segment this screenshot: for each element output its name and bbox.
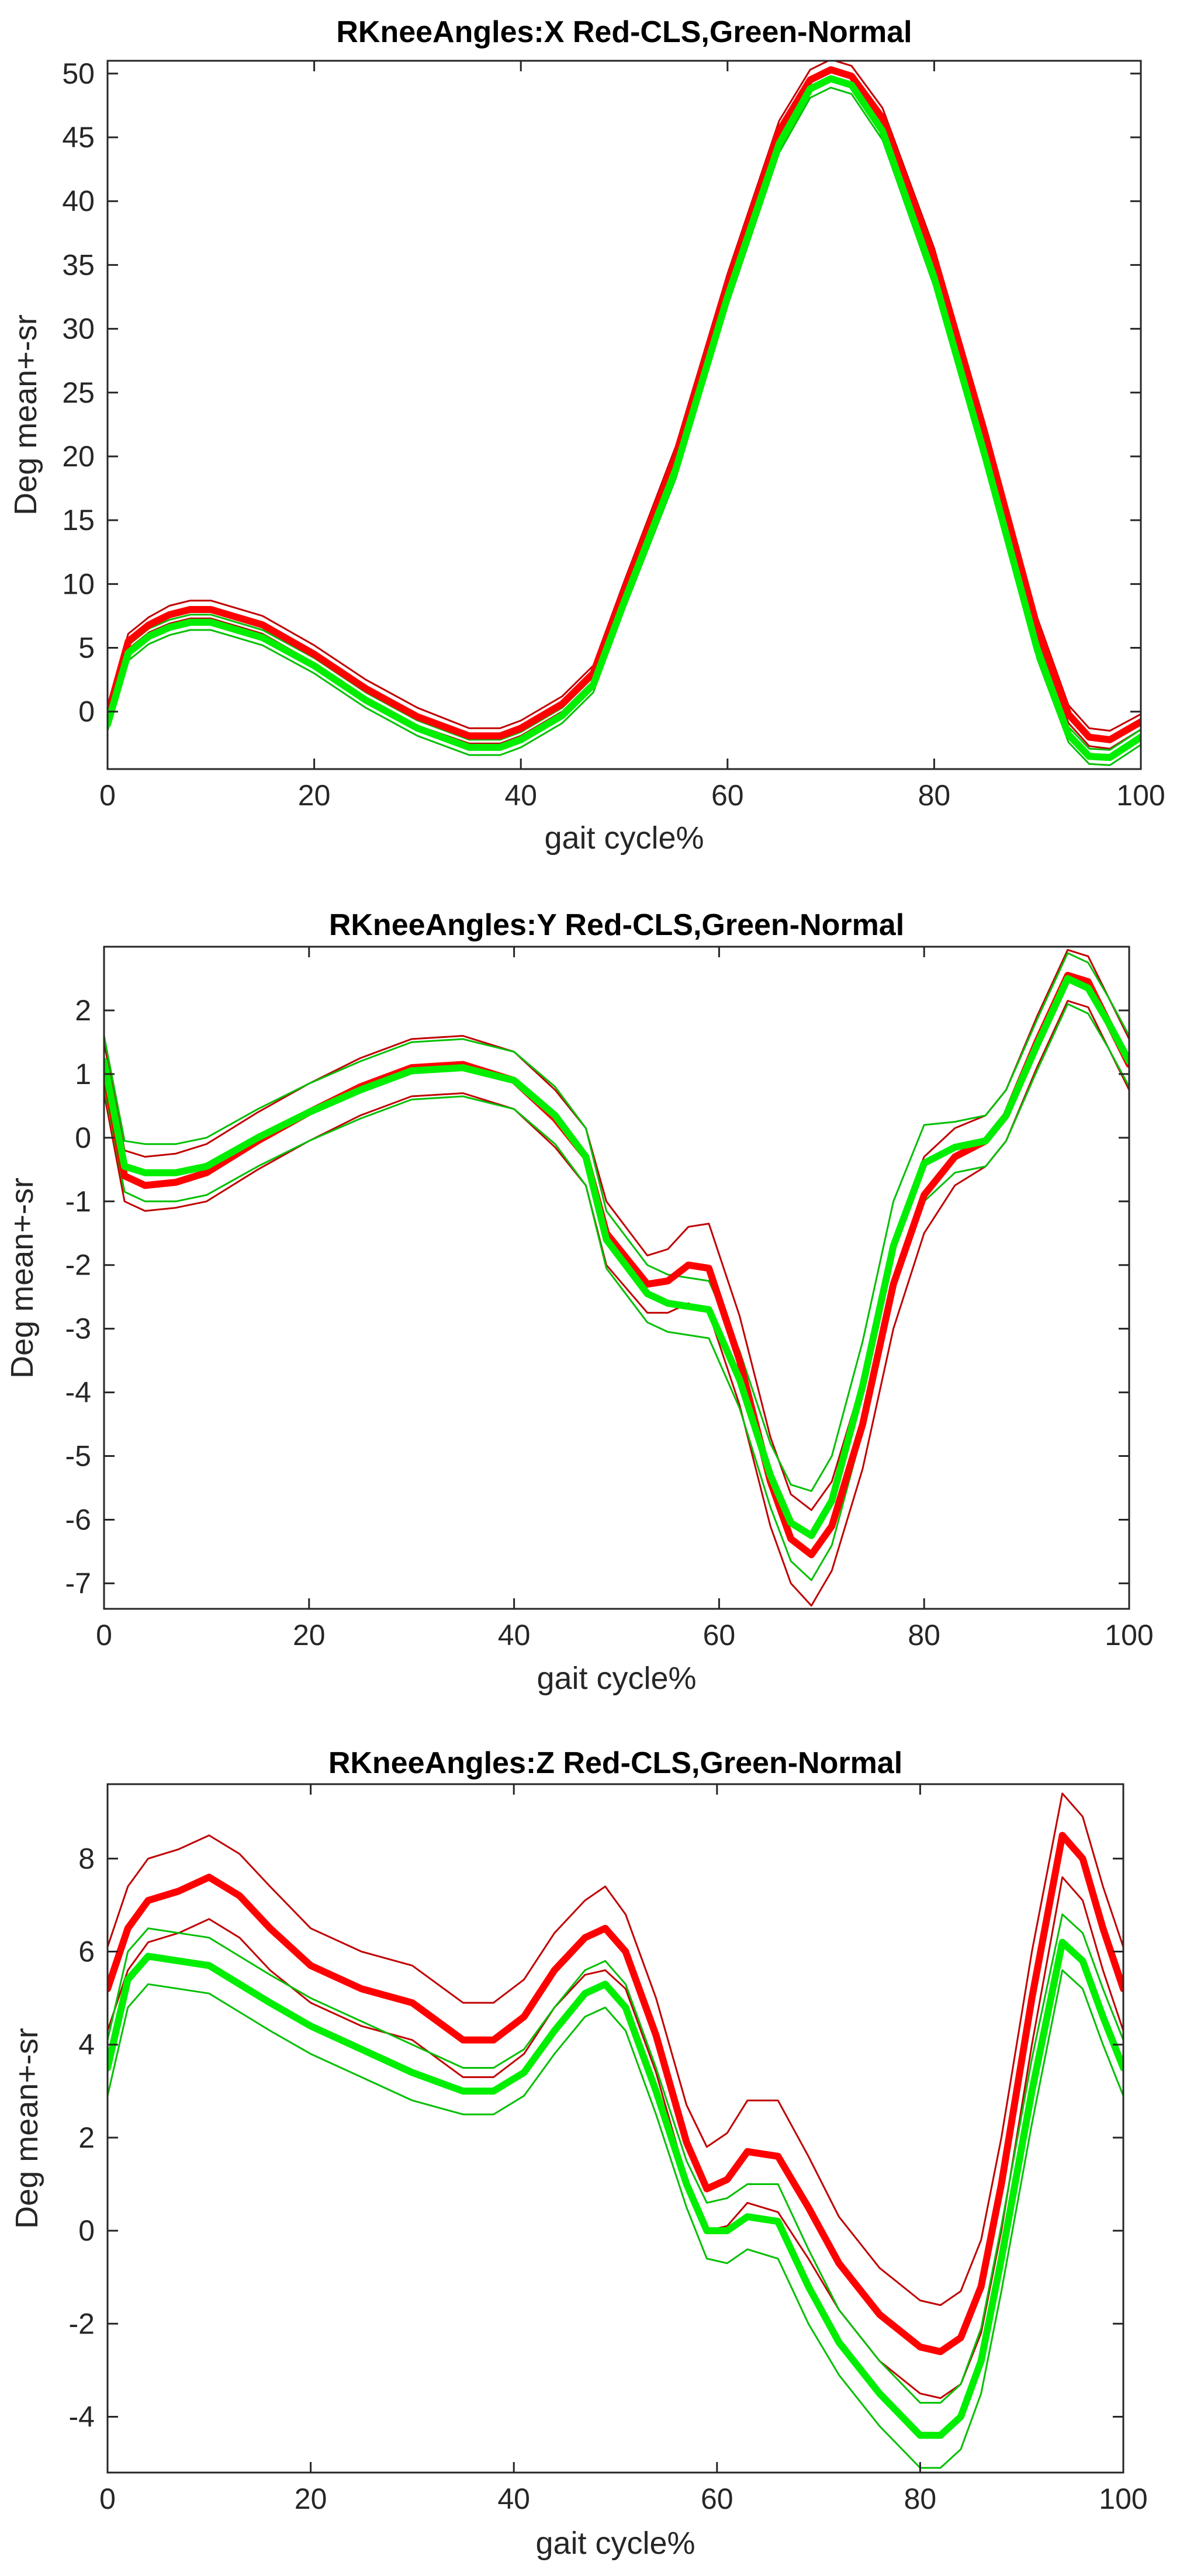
plot-area: 0 20 40 60 80 100 -4 -2 0 2 4 6 8 bbox=[69, 1783, 1148, 2515]
plot-area: 0 20 40 60 80 100 0 5 10 15 20 25 30 35 40 45 50 bbox=[62, 57, 1165, 812]
axes-box bbox=[103, 946, 1130, 1610]
x-axis-label: gait cycle% bbox=[537, 1661, 696, 1696]
x-tick-label: 20 bbox=[293, 1619, 326, 1651]
x-axis-label: gait cycle% bbox=[544, 820, 704, 856]
y-tick-label: 40 bbox=[62, 185, 95, 217]
series-layer bbox=[108, 1792, 1123, 2469]
x-tick-label: 60 bbox=[703, 1619, 736, 1651]
y-tick-label: -2 bbox=[65, 1249, 91, 1282]
y-tick-label: 2 bbox=[75, 994, 91, 1027]
axes-box bbox=[106, 60, 1142, 770]
y-tick-label: 6 bbox=[78, 1936, 95, 1968]
series-layer bbox=[104, 948, 1129, 1607]
y-axis-label: Deg mean+-sr bbox=[9, 2028, 44, 2229]
chart-title: RKneeAngles:Y Red-CLS,Green-Normal bbox=[329, 908, 904, 942]
y-tick-label: 30 bbox=[62, 313, 95, 345]
series-line-normal-minus-sr bbox=[104, 1003, 1129, 1581]
plot-area: 0 20 40 60 80 100 -7 -6 -5 -4 -3 -2 -1 0 1 2 bbox=[65, 946, 1154, 1651]
x-tick-label: 80 bbox=[918, 779, 951, 812]
y-tick-label: 8 bbox=[78, 1842, 95, 1875]
x-tick-label: 100 bbox=[1105, 1619, 1153, 1651]
y-tick-label: -1 bbox=[65, 1185, 91, 1218]
series-line-cls-minus-sr bbox=[108, 1876, 1123, 2400]
series-line-normal-plusminus-sr bbox=[108, 1913, 1123, 2404]
y-tick-label: -2 bbox=[69, 2307, 95, 2340]
series-line-normal-plusminus-sr bbox=[104, 952, 1129, 1492]
x-axis-label: gait cycle% bbox=[535, 2526, 695, 2561]
y-tick-label: 1 bbox=[75, 1058, 91, 1090]
series-line-cls-plusminus-sr bbox=[108, 1792, 1123, 2306]
y-tick-label: 0 bbox=[75, 1121, 91, 1154]
y-tick-label: 0 bbox=[78, 695, 95, 728]
y-tick-label: -7 bbox=[65, 1567, 91, 1599]
y-tick-label: 50 bbox=[62, 57, 95, 90]
x-tick-label: 100 bbox=[1116, 779, 1165, 812]
x-tick-label: 60 bbox=[711, 779, 744, 812]
y-tick-label: 25 bbox=[62, 376, 95, 409]
y-tick-label: -4 bbox=[65, 1376, 91, 1409]
panel-knee-y: RKneeAngles:Y Red-CLS,Green-Normal 0 20 40… bbox=[5, 908, 1154, 1696]
x-tick-label: 0 bbox=[96, 1619, 112, 1651]
series-layer bbox=[108, 61, 1141, 766]
chart-title: RKneeAngles:Z Red-CLS,Green-Normal bbox=[328, 1746, 902, 1780]
y-tick-label: -3 bbox=[65, 1313, 91, 1345]
y-tick-label: -6 bbox=[65, 1503, 91, 1536]
series-line-normal-mean bbox=[108, 1938, 1123, 2439]
series-line-normal-mean bbox=[104, 975, 1129, 1539]
x-tick-label: 60 bbox=[701, 2482, 733, 2515]
x-tick-label: 100 bbox=[1099, 2482, 1147, 2515]
panel-knee-z: RKneeAngles:Z Red-CLS,Green-Normal 0 20 40… bbox=[9, 1746, 1148, 2561]
x-tick-label: 40 bbox=[497, 2482, 530, 2515]
panel-knee-x: RKneeAngles:X Red-CLS,Green-Normal 0 20 40… bbox=[8, 15, 1165, 856]
x-tick-label: 20 bbox=[298, 779, 331, 812]
y-tick-label: 4 bbox=[78, 2028, 95, 2061]
y-tick-label: 0 bbox=[78, 2214, 95, 2247]
y-tick-label: 5 bbox=[78, 632, 95, 664]
y-axis-label: Deg mean+-sr bbox=[5, 1178, 40, 1379]
x-tick-label: 40 bbox=[498, 1619, 531, 1651]
x-tick-label: 0 bbox=[99, 779, 116, 812]
x-tick-label: 80 bbox=[904, 2482, 937, 2515]
y-axis-label: Deg mean+-sr bbox=[8, 314, 43, 515]
series-line-cls-mean bbox=[108, 66, 1141, 743]
axes-box bbox=[106, 1783, 1124, 2474]
chart-title: RKneeAngles:X Red-CLS,Green-Normal bbox=[336, 15, 912, 49]
y-tick-label: 35 bbox=[62, 248, 95, 281]
y-tick-label: 10 bbox=[62, 567, 95, 600]
y-tick-label: 2 bbox=[78, 2121, 95, 2154]
y-tick-label: 45 bbox=[62, 121, 95, 154]
series-line-normal-mean bbox=[108, 75, 1141, 761]
x-tick-label: 0 bbox=[99, 2482, 116, 2515]
x-tick-label: 20 bbox=[295, 2482, 327, 2515]
series-line-normal-minus-sr bbox=[108, 1969, 1123, 2469]
y-tick-label: 15 bbox=[62, 504, 95, 536]
series-line-cls-mean bbox=[108, 1831, 1123, 2356]
y-tick-label: -5 bbox=[65, 1440, 91, 1473]
y-tick-label: 20 bbox=[62, 440, 95, 473]
x-tick-label: 40 bbox=[504, 779, 537, 812]
y-tick-label: -4 bbox=[69, 2400, 95, 2433]
x-tick-label: 80 bbox=[908, 1619, 940, 1651]
